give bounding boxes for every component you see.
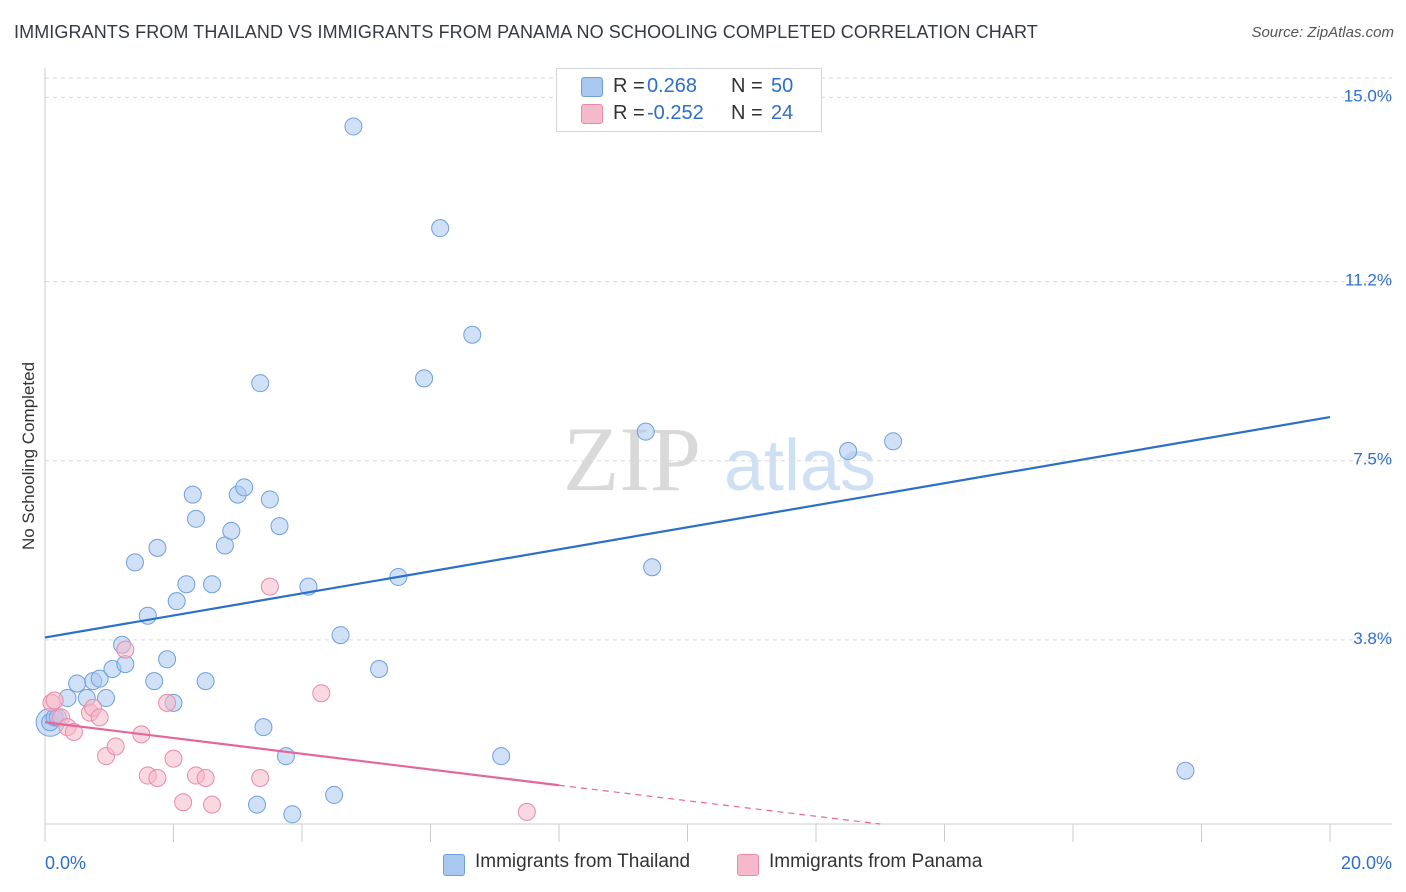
- x-tick-label: 20.0%: [1341, 853, 1392, 873]
- points-layer: [35, 117, 1195, 824]
- panama-point: [45, 691, 64, 710]
- thailand-swatch: [581, 77, 603, 97]
- axis-layer: 3.8% 7.5% 11.2% 15.0% 0.0% 20.0%: [44, 68, 1392, 873]
- thailand-point: [183, 485, 202, 504]
- thailand-point: [325, 785, 344, 804]
- panama-trend-line: [44, 721, 560, 787]
- thailand-point: [177, 575, 196, 594]
- thailand-point: [331, 626, 350, 645]
- thailand-trend-line: [44, 416, 1331, 639]
- thailand-point: [68, 674, 87, 693]
- thailand-point: [90, 669, 109, 688]
- panama-point: [260, 577, 279, 596]
- thailand-point: [643, 558, 662, 577]
- thailand-point: [203, 575, 222, 594]
- thailand-legend-swatch: [443, 854, 465, 876]
- thailand-point: [186, 509, 205, 528]
- thailand-point: [636, 422, 655, 441]
- thailand-r-value: 0.268: [647, 75, 698, 97]
- thailand-point: [415, 369, 434, 388]
- panama-point: [158, 693, 177, 712]
- panama-point: [116, 640, 135, 659]
- thailand-point: [431, 219, 450, 238]
- thailand-point: [463, 325, 482, 344]
- thailand-point: [222, 521, 241, 540]
- r-label: R =: [613, 75, 645, 97]
- panama-point: [164, 749, 183, 768]
- panama-point: [64, 722, 83, 741]
- y-tick-label: 7.5%: [1353, 450, 1392, 469]
- chart-title: IMMIGRANTS FROM THAILAND VS IMMIGRANTS F…: [14, 22, 1038, 42]
- thailand-point: [254, 718, 273, 737]
- thailand-point: [145, 672, 164, 691]
- thailand-point: [344, 117, 363, 136]
- panama-legend-label: Immigrants from Panama: [769, 851, 983, 872]
- panama-point: [196, 768, 215, 787]
- thailand-point: [167, 592, 186, 611]
- watermark-zip: ZIP: [563, 408, 701, 510]
- panama-point: [517, 802, 536, 821]
- y-axis-label: No Schooling Completed: [19, 362, 38, 550]
- panama-point: [203, 795, 222, 814]
- thailand-point: [235, 478, 254, 497]
- thailand-point: [884, 432, 903, 451]
- panama-r-value: -0.252: [647, 102, 704, 124]
- thailand-point: [125, 553, 144, 572]
- y-tick-label: 11.2%: [1345, 270, 1392, 289]
- r-label: R =: [613, 102, 645, 124]
- y-tick-label: 15.0%: [1344, 86, 1392, 105]
- thailand-point: [196, 672, 215, 691]
- source-label: Source: ZipAtlas.com: [1251, 24, 1394, 41]
- panama-swatch: [581, 104, 603, 124]
- thailand-point: [370, 659, 389, 678]
- panama-legend-swatch: [737, 854, 759, 876]
- panama-point: [174, 793, 193, 812]
- thailand-n-value: 50: [771, 75, 794, 97]
- panama-point: [106, 737, 125, 756]
- y-tick-label: 3.8%: [1353, 629, 1392, 648]
- thailand-point: [251, 374, 270, 393]
- thailand-point: [492, 747, 511, 766]
- n-label: N =: [731, 75, 763, 97]
- thailand-point: [270, 517, 289, 536]
- correlation-legend: R = 0.268 N = 50 R = -0.252 N = 24: [556, 68, 822, 132]
- n-label: N =: [731, 102, 763, 124]
- panama-point: [90, 708, 109, 727]
- thailand-point: [839, 442, 858, 460]
- thailand-point: [283, 805, 302, 824]
- thailand-point: [97, 689, 116, 708]
- thailand-point: [1176, 761, 1195, 780]
- grid-layer: [45, 77, 1392, 641]
- panama-point: [251, 768, 270, 787]
- trend-layer: [44, 416, 1331, 825]
- thailand-point: [158, 650, 177, 669]
- panama-point: [312, 684, 331, 703]
- thailand-point: [248, 795, 267, 814]
- panama-n-value: 24: [771, 102, 794, 124]
- thailand-point: [148, 538, 167, 557]
- panama-trend-extension: [558, 784, 881, 825]
- panama-point: [148, 768, 167, 787]
- thailand-legend-label: Immigrants from Thailand: [475, 851, 691, 872]
- x-tick-label: 0.0%: [45, 853, 86, 873]
- watermark-atlas: atlas: [724, 426, 876, 506]
- thailand-point: [260, 490, 279, 509]
